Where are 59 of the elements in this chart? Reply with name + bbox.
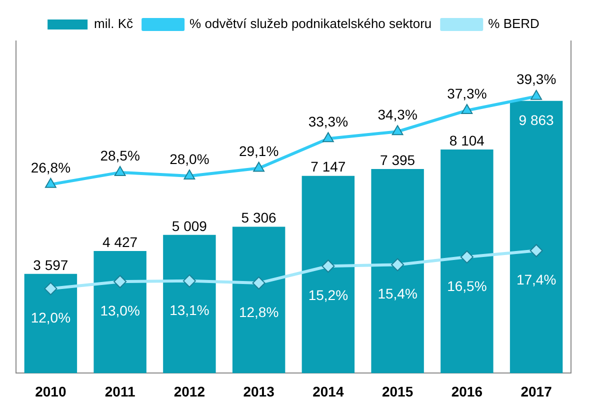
- x-tick-label: 2011: [104, 383, 136, 400]
- bar: [371, 169, 424, 374]
- x-tick-label: 2017: [520, 383, 552, 400]
- point: [391, 258, 404, 272]
- data-label: 3 597: [33, 256, 68, 273]
- data-label: 34,3%: [378, 106, 418, 122]
- point: [44, 178, 56, 188]
- bar: [302, 176, 355, 374]
- x-tick-label: 2016: [451, 383, 483, 400]
- point: [253, 162, 265, 172]
- bar: [440, 149, 494, 374]
- legend-label: mil. Kč: [94, 16, 134, 32]
- point: [530, 90, 542, 100]
- x-tick-label: 2012: [174, 383, 206, 400]
- data-label: 17,4%: [516, 271, 556, 288]
- data-label: 5 009: [172, 218, 208, 234]
- data-label: 5 306: [241, 210, 277, 226]
- point: [114, 275, 127, 288]
- data-label: 28,5%: [100, 147, 140, 164]
- point: [460, 250, 474, 264]
- point: [530, 244, 543, 258]
- data-label: 9 863: [518, 112, 554, 128]
- bar: [163, 234, 216, 374]
- bar: [232, 226, 286, 374]
- data-label: 12,8%: [238, 304, 279, 320]
- data-label: 33,3%: [308, 113, 348, 130]
- legend-label: % BERD: [488, 16, 540, 32]
- data-label: 37,3%: [447, 85, 487, 102]
- data-label: 7 147: [310, 158, 346, 175]
- x-tick-label: 2010: [35, 383, 66, 400]
- legend-label: % odvětví služeb podnikatelského sektoru: [190, 16, 432, 32]
- bar: [94, 250, 146, 374]
- x-tick-label: 2015: [382, 383, 414, 400]
- data-label: 16,5%: [447, 278, 487, 294]
- data-label: 8 104: [449, 132, 485, 148]
- point: [184, 169, 196, 180]
- point: [461, 104, 473, 114]
- bar: [24, 274, 78, 374]
- point: [44, 282, 58, 296]
- data-label: 13,1%: [170, 302, 210, 318]
- point: [182, 274, 196, 288]
- data-label: 29,1%: [238, 143, 279, 160]
- data-label: 28,0%: [170, 150, 210, 167]
- bar: [510, 100, 563, 374]
- data-label: 12,0%: [30, 310, 71, 326]
- point: [322, 132, 334, 142]
- point: [114, 166, 126, 176]
- x-tick-label: 2014: [312, 383, 344, 400]
- point: [252, 276, 266, 290]
- data-label: 15,2%: [308, 286, 348, 303]
- data-label: 15,4%: [378, 286, 418, 302]
- data-label: 4 427: [102, 234, 138, 250]
- data-label: 26,8%: [30, 159, 71, 176]
- data-label: 7 395: [380, 152, 416, 168]
- x-tick-label: 2013: [243, 383, 275, 400]
- data-label: 13,0%: [100, 302, 140, 318]
- data-label: 39,3%: [516, 71, 556, 88]
- point: [322, 260, 335, 273]
- point: [392, 125, 404, 136]
